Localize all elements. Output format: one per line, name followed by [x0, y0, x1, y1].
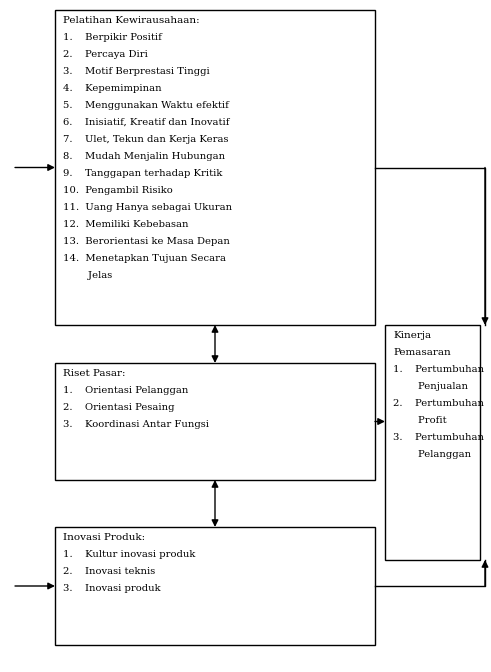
Text: 2.    Orientasi Pesaing: 2. Orientasi Pesaing: [63, 403, 174, 412]
Bar: [385, 325, 480, 560]
Text: 12.  Memiliki Kebebasan: 12. Memiliki Kebebasan: [63, 220, 189, 229]
Text: 3.    Motif Berprestasi Tinggi: 3. Motif Berprestasi Tinggi: [63, 67, 210, 76]
Text: 6.    Inisiatif, Kreatif dan Inovatif: 6. Inisiatif, Kreatif dan Inovatif: [63, 118, 229, 127]
Text: 8.    Mudah Menjalin Hubungan: 8. Mudah Menjalin Hubungan: [63, 152, 225, 161]
Text: Inovasi Produk:: Inovasi Produk:: [63, 533, 145, 542]
Text: 3.    Pertumbuhan: 3. Pertumbuhan: [393, 433, 484, 442]
Text: 2.    Percaya Diri: 2. Percaya Diri: [63, 50, 148, 59]
Text: 10.  Pengambil Risiko: 10. Pengambil Risiko: [63, 186, 173, 195]
Text: 5.    Menggunakan Waktu efektif: 5. Menggunakan Waktu efektif: [63, 101, 229, 110]
Text: 4.    Kepemimpinan: 4. Kepemimpinan: [63, 84, 162, 93]
Text: 3.    Inovasi produk: 3. Inovasi produk: [63, 584, 161, 593]
Text: Pemasaran: Pemasaran: [393, 348, 451, 357]
Text: 14.  Menetapkan Tujuan Secara: 14. Menetapkan Tujuan Secara: [63, 254, 226, 263]
Bar: [55, 363, 375, 480]
Text: Riset Pasar:: Riset Pasar:: [63, 369, 126, 378]
Text: Jelas: Jelas: [63, 271, 112, 280]
Text: 1.    Pertumbuhan: 1. Pertumbuhan: [393, 365, 484, 374]
Text: 11.  Uang Hanya sebagai Ukuran: 11. Uang Hanya sebagai Ukuran: [63, 203, 232, 212]
Text: Profit: Profit: [393, 416, 447, 425]
Text: 1.    Berpikir Positif: 1. Berpikir Positif: [63, 33, 162, 42]
Text: Kinerja: Kinerja: [393, 331, 431, 340]
Text: 1.    Kultur inovasi produk: 1. Kultur inovasi produk: [63, 550, 195, 559]
Text: 2.    Pertumbuhan: 2. Pertumbuhan: [393, 399, 484, 408]
Text: 2.    Inovasi teknis: 2. Inovasi teknis: [63, 567, 155, 576]
Bar: [55, 527, 375, 645]
Text: 7.    Ulet, Tekun dan Kerja Keras: 7. Ulet, Tekun dan Kerja Keras: [63, 135, 228, 144]
Text: 3.    Koordinasi Antar Fungsi: 3. Koordinasi Antar Fungsi: [63, 420, 209, 429]
Text: 9.    Tanggapan terhadap Kritik: 9. Tanggapan terhadap Kritik: [63, 169, 222, 178]
Text: Penjualan: Penjualan: [393, 382, 468, 391]
Text: Pelanggan: Pelanggan: [393, 450, 471, 459]
Text: 1.    Orientasi Pelanggan: 1. Orientasi Pelanggan: [63, 386, 189, 395]
Text: 13.  Berorientasi ke Masa Depan: 13. Berorientasi ke Masa Depan: [63, 237, 230, 246]
Bar: [55, 10, 375, 325]
Text: Pelatihan Kewirausahaan:: Pelatihan Kewirausahaan:: [63, 16, 200, 25]
